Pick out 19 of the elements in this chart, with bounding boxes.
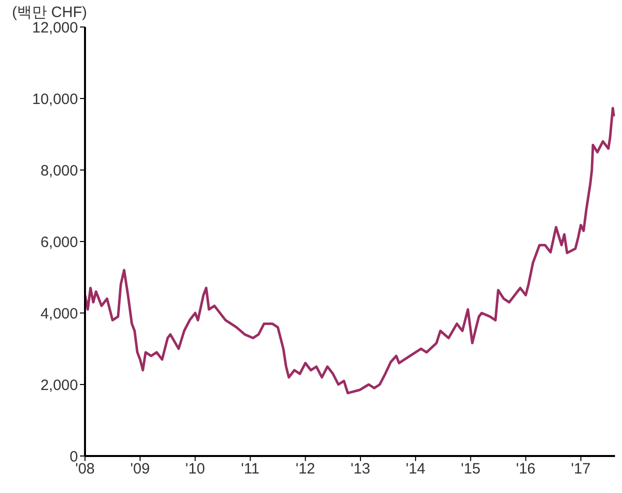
x-tick-label: '10 bbox=[185, 460, 205, 478]
x-tick-label: '12 bbox=[296, 460, 316, 478]
line-series bbox=[85, 106, 615, 394]
x-tick-label: '11 bbox=[241, 460, 260, 478]
y-tick-label: 0 bbox=[70, 448, 78, 466]
x-tick-label: '09 bbox=[130, 460, 150, 478]
x-tick-label: '08 bbox=[75, 460, 95, 478]
y-tick-label: 6,000 bbox=[40, 234, 78, 251]
y-tick-label: 2,000 bbox=[40, 376, 78, 394]
x-tick-label: '14 bbox=[406, 460, 426, 478]
x-tick-label: '17 bbox=[571, 460, 591, 478]
y-tick-label: 4,000 bbox=[40, 305, 78, 322]
y-axis-title: (백만 CHF) bbox=[12, 3, 87, 22]
y-tick-label: 8,000 bbox=[40, 162, 78, 180]
x-tick-label: '15 bbox=[460, 460, 480, 478]
y-tick-label: 12,000 bbox=[32, 19, 78, 36]
y-tick-label: 10,000 bbox=[32, 90, 78, 108]
x-tick-label: '16 bbox=[516, 460, 536, 478]
x-tick-label: '13 bbox=[350, 460, 370, 478]
